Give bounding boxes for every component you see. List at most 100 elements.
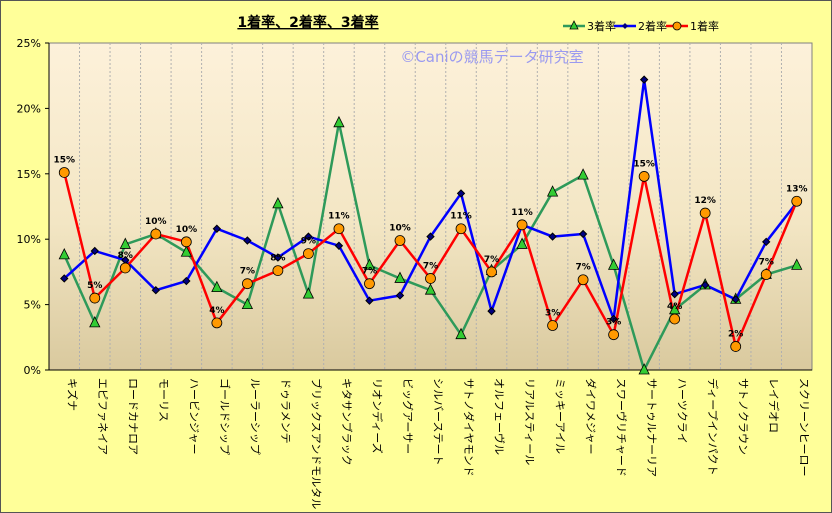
x-tick-label: シルバーステート bbox=[432, 378, 445, 465]
data-point-1st bbox=[638, 171, 650, 182]
data-point-2nd bbox=[304, 232, 313, 241]
data-label: 11% bbox=[328, 212, 350, 222]
data-point-3rd bbox=[119, 237, 131, 249]
data-point-2nd bbox=[395, 291, 405, 300]
x-tick-label: ダイワメジャー bbox=[584, 378, 598, 454]
x-tick-label: キタサンブラック bbox=[340, 378, 354, 466]
data-point-1st bbox=[425, 273, 436, 284]
data-point-2nd bbox=[243, 236, 252, 245]
legend-label: 1着率 bbox=[690, 19, 719, 33]
data-label: 10% bbox=[389, 224, 411, 234]
x-tick-label: モーリス bbox=[157, 378, 170, 422]
data-point-3rd bbox=[638, 363, 650, 375]
data-point-1st bbox=[608, 329, 620, 341]
data-label: 8% bbox=[118, 251, 133, 261]
data-point-2nd bbox=[182, 276, 191, 286]
data-point-2nd bbox=[700, 280, 710, 290]
data-point-1st bbox=[394, 235, 406, 246]
data-point-3rd bbox=[302, 287, 315, 299]
data-label: 13% bbox=[786, 184, 808, 194]
data-label: 9% bbox=[301, 237, 316, 247]
x-tick-label: サートゥルナーリア bbox=[645, 378, 658, 477]
data-point-1st bbox=[333, 223, 345, 235]
data-point-1st bbox=[58, 167, 70, 178]
data-point-3rd bbox=[333, 115, 345, 128]
data-point-3rd bbox=[791, 258, 803, 270]
data-point-1st bbox=[150, 228, 162, 240]
x-tick-label: ドゥラメンテ bbox=[279, 378, 292, 444]
data-label: 10% bbox=[145, 217, 167, 227]
data-point-2nd bbox=[273, 253, 283, 262]
x-tick-label: サトノダイヤモンド bbox=[462, 378, 476, 477]
data-label: 4% bbox=[209, 306, 224, 316]
x-tick-label: ハーツクライ bbox=[676, 378, 689, 444]
data-point-1st bbox=[119, 262, 131, 274]
data-label: 7% bbox=[484, 255, 499, 265]
data-point-1st bbox=[241, 278, 253, 290]
legend-label: 3着率 bbox=[587, 19, 616, 33]
data-point-2nd bbox=[548, 232, 557, 241]
data-point-3rd bbox=[607, 258, 620, 270]
x-tick-label: ビッグアーサー bbox=[401, 378, 415, 454]
legend-triangle-icon bbox=[569, 20, 579, 30]
data-label: 7% bbox=[362, 267, 377, 277]
data-point-1st bbox=[516, 219, 528, 231]
plot-area bbox=[48, 42, 813, 371]
legend-circle-icon bbox=[672, 21, 682, 31]
data-point-2nd bbox=[609, 314, 618, 324]
data-label: 15% bbox=[633, 159, 655, 169]
data-point-2nd bbox=[762, 237, 771, 247]
data-point-3rd bbox=[394, 271, 406, 283]
data-point-1st bbox=[547, 320, 558, 331]
data-point-2nd bbox=[365, 296, 374, 305]
x-tick-label: ロードカナロア bbox=[126, 378, 139, 455]
data-point-2nd bbox=[212, 224, 222, 233]
data-point-3rd bbox=[455, 327, 467, 340]
data-point-1st bbox=[211, 317, 223, 329]
data-point-3rd bbox=[241, 297, 254, 310]
legend-entry-0: 3着率 bbox=[563, 19, 616, 33]
y-tick-label: 25% bbox=[17, 37, 41, 50]
x-tick-label: スワーヴリチャード bbox=[615, 378, 629, 477]
data-point-3rd bbox=[516, 237, 528, 249]
data-point-2nd bbox=[334, 241, 344, 250]
data-label: 10% bbox=[176, 225, 198, 235]
data-label: 4% bbox=[667, 302, 682, 312]
data-point-1st bbox=[89, 292, 101, 304]
data-point-2nd bbox=[60, 274, 69, 283]
data-label: 3% bbox=[545, 309, 560, 319]
data-point-1st bbox=[364, 278, 375, 290]
data-label: 5% bbox=[87, 281, 102, 291]
data-point-2nd bbox=[487, 306, 496, 316]
data-point-2nd bbox=[639, 75, 649, 84]
x-tick-label: ブリックスアンドモルタル bbox=[309, 378, 323, 509]
x-tick-label: レイデオロ bbox=[767, 378, 781, 433]
data-label: 2% bbox=[728, 329, 743, 339]
data-point-1st bbox=[730, 341, 742, 352]
data-point-1st bbox=[486, 266, 497, 278]
data-point-1st bbox=[669, 313, 681, 325]
data-point-3rd bbox=[424, 283, 437, 295]
data-point-3rd bbox=[58, 248, 70, 260]
data-label: 7% bbox=[759, 258, 774, 268]
y-tick-label: 15% bbox=[17, 168, 41, 181]
x-tick-label: キズナ bbox=[65, 378, 79, 411]
data-point-3rd bbox=[272, 196, 284, 209]
y-tick-label: 0% bbox=[24, 364, 41, 377]
x-tick-label: ルーラーシップ bbox=[248, 378, 261, 455]
data-point-2nd bbox=[151, 286, 161, 295]
x-tick-label: リアルスティール bbox=[523, 378, 536, 465]
data-point-1st bbox=[303, 248, 314, 259]
data-label: 15% bbox=[53, 155, 75, 165]
data-point-2nd bbox=[670, 289, 679, 299]
watermark: ©Caniの競馬データ研究室 bbox=[400, 48, 583, 66]
data-point-3rd bbox=[363, 258, 376, 270]
data-label: 3% bbox=[606, 318, 621, 328]
data-point-2nd bbox=[731, 295, 740, 304]
data-point-3rd bbox=[211, 280, 223, 292]
data-point-1st bbox=[699, 207, 711, 219]
data-point-1st bbox=[577, 274, 589, 286]
y-tick-label: 20% bbox=[17, 102, 41, 115]
data-point-1st bbox=[180, 236, 192, 248]
